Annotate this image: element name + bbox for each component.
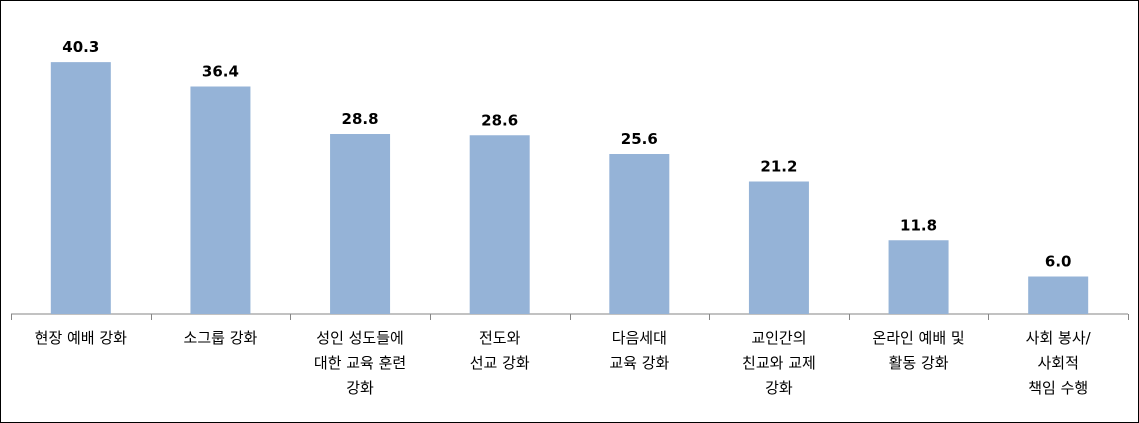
category-label: 전도와 (479, 329, 521, 347)
category-label: 현장 예배 강화 (35, 329, 128, 347)
data-label: 6.0 (1045, 253, 1072, 271)
category-label: 교인간의 (751, 329, 806, 347)
data-label: 21.2 (760, 158, 797, 176)
bar (330, 134, 391, 314)
bar (748, 181, 809, 314)
category-label: 성인 성도들에 (316, 329, 404, 347)
data-label: 25.6 (621, 130, 658, 148)
bar (888, 240, 949, 314)
bar (190, 86, 251, 314)
category-label: 소그룹 강화 (184, 329, 258, 347)
category-label: 선교 강화 (470, 354, 530, 372)
data-label: 36.4 (202, 63, 239, 81)
category-label: 사회 봉사/ (1026, 329, 1092, 347)
data-label: 40.3 (62, 38, 99, 56)
bar (1028, 276, 1089, 314)
category-label: 사회적 (1037, 354, 1078, 372)
category-label: 강화 (346, 379, 374, 397)
category-label: 온라인 예배 및 (872, 329, 964, 347)
category-label: 강화 (765, 379, 793, 397)
category-label: 책임 수행 (1028, 379, 1088, 397)
category-label: 대한 교육 훈련 (314, 354, 406, 372)
data-label: 28.6 (481, 111, 518, 129)
category-label: 친교와 교제 (742, 354, 816, 372)
data-label: 11.8 (900, 216, 937, 234)
category-label: 교육 강화 (609, 354, 669, 372)
category-label: 활동 강화 (889, 354, 949, 372)
category-label: 다음세대 (612, 329, 667, 347)
bar (469, 135, 530, 314)
bar (50, 62, 111, 314)
data-label: 28.8 (342, 110, 379, 128)
bar (609, 154, 670, 314)
